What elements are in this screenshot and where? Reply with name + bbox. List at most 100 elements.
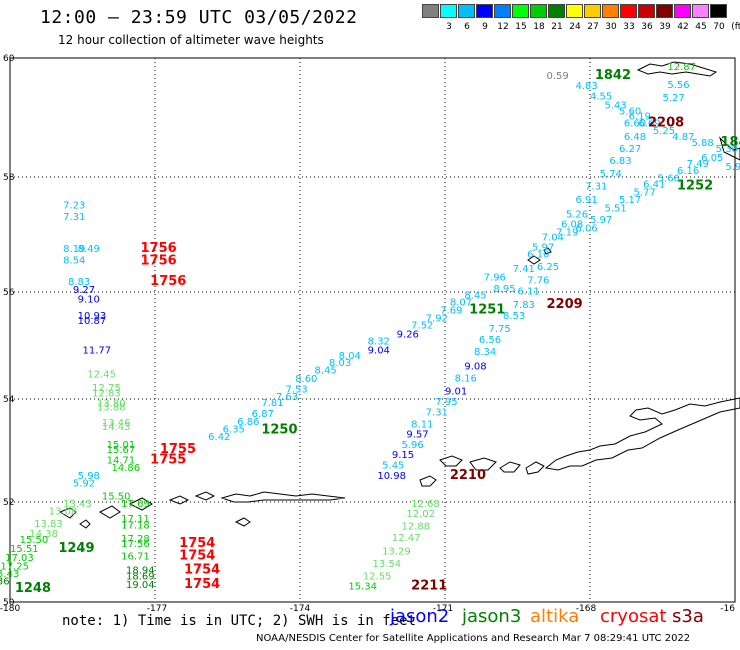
wave-height-label: 4.83 xyxy=(576,81,598,92)
wave-height-label: 9.27 xyxy=(73,285,95,296)
wave-height-label: 13.88 xyxy=(97,402,126,413)
lon-tick-label: -177 xyxy=(147,604,167,614)
wave-height-label: 17.28 xyxy=(121,534,150,545)
wave-height-label: 7.95 xyxy=(435,397,457,408)
legend-swatch xyxy=(674,4,691,18)
island-pribilof-2 xyxy=(543,247,552,255)
satellite-name-altika: altika xyxy=(530,606,580,627)
wave-height-label: 15.01 xyxy=(107,440,136,451)
wave-height-label: 9.26 xyxy=(397,329,419,340)
pass-time-label: 1252 xyxy=(677,179,713,194)
wave-height-label: 9.01 xyxy=(445,387,467,398)
credit-line: NOAA/NESDIS Center for Satellite Applica… xyxy=(256,633,691,644)
legend-label: 6 xyxy=(464,22,470,32)
legend-label: 36 xyxy=(641,22,653,32)
wave-height-label: 7.31 xyxy=(585,182,607,193)
wave-height-label: 14.43 xyxy=(102,422,131,433)
wave-height-label: 9.15 xyxy=(392,450,414,461)
wave-height-label: 8.04 xyxy=(339,351,361,362)
wave-height-label: 14.71 xyxy=(107,455,136,466)
wave-height-label: 13.43 xyxy=(63,499,92,510)
wave-height-label: 5.45 xyxy=(382,461,404,472)
pass-time-label: 1756 xyxy=(141,241,177,256)
pass-time-label: 1754 xyxy=(179,549,215,564)
wave-height-label: 8.45 xyxy=(315,365,337,376)
wave-height-label: 7.69 xyxy=(440,305,462,316)
wave-height-label: 17.56 xyxy=(121,539,150,550)
wave-height-label: 4.87 xyxy=(672,132,694,143)
wave-height-label: 13.08 xyxy=(49,507,78,518)
wave-height-label: 7.96 xyxy=(484,273,506,284)
island-west-7 xyxy=(234,517,251,527)
wave-height-label: 6.41 xyxy=(643,179,665,190)
wave-height-label: 8.54 xyxy=(63,255,85,266)
legend-swatch xyxy=(638,4,655,18)
satellite-name-jason3: jason3 xyxy=(462,606,522,627)
wave-height-label: 17.18 xyxy=(121,521,150,532)
wave-height-label: 8.53 xyxy=(503,311,525,322)
wave-height-label: 12.45 xyxy=(87,370,116,381)
wave-height-label: 6.69 xyxy=(638,118,660,129)
lat-tick-label: 52 xyxy=(3,498,14,508)
wave-height-label: 8.60 xyxy=(295,374,317,385)
wave-height-label: 17.69 xyxy=(121,499,150,510)
wave-height-label: 7.53 xyxy=(286,385,308,396)
pass-time-label: 1755 xyxy=(150,452,186,467)
wave-height-label: 5.26 xyxy=(566,209,588,220)
wave-height-label: 6.60 xyxy=(624,118,646,129)
lat-tick-label: 60 xyxy=(3,54,15,64)
wave-height-label: 5.77 xyxy=(634,187,656,198)
legend-label: 12 xyxy=(497,22,509,32)
pass-time-label: 1754 xyxy=(184,577,220,592)
wave-height-label: 6.42 xyxy=(208,432,230,443)
wave-height-label: 6.56 xyxy=(479,335,501,346)
island-west-6 xyxy=(79,519,91,529)
wave-height-label: 7.19 xyxy=(556,228,578,239)
wave-height-label: 6.27 xyxy=(619,144,641,155)
wave-height-label: 8.83 xyxy=(68,277,90,288)
wave-height-label: 5.97 xyxy=(590,215,612,226)
wave-height-label: 5.9 xyxy=(725,162,740,173)
legend-label: 15 xyxy=(515,22,527,32)
wave-height-label: 7.81 xyxy=(261,398,283,409)
wave-height-label: 5.98 xyxy=(78,471,100,482)
wave-height-label: 18.69 xyxy=(126,572,155,583)
wave-height-label: 7.83 xyxy=(513,300,535,311)
wave-height-label: 6.25 xyxy=(537,262,559,273)
legend-swatch xyxy=(422,4,439,18)
wave-height-label: 13.29 xyxy=(382,547,411,558)
wave-height-label: 10.98 xyxy=(377,471,406,482)
legend-label: 3 xyxy=(446,22,452,32)
island-east-5 xyxy=(419,475,437,487)
wave-height-label: 8.45 xyxy=(464,290,486,301)
legend-swatch xyxy=(584,4,601,18)
wave-height-label: 8.03 xyxy=(329,358,351,369)
legend-label: 24 xyxy=(569,22,581,32)
wave-height-label: 5.56 xyxy=(667,80,689,91)
wave-height-label: 7.92 xyxy=(426,313,448,324)
wave-height-label: 12.87 xyxy=(667,62,696,73)
island-east-3 xyxy=(469,457,497,471)
wave-height-label: 5.97 xyxy=(532,243,554,254)
wave-height-label: 5.74 xyxy=(600,169,622,180)
wave-height-label: 18.94 xyxy=(126,566,155,577)
wave-height-label: 9.04 xyxy=(368,346,390,357)
legend-swatch xyxy=(512,4,529,18)
wave-height-label: 7.04 xyxy=(542,232,564,243)
wave-height-label: 6.11 xyxy=(518,287,540,298)
legend-swatch xyxy=(530,4,547,18)
wave-height-label: 5.60 xyxy=(619,107,641,118)
wave-height-label: 4.55 xyxy=(590,92,612,103)
wave-height-label: 13.83 xyxy=(34,519,63,530)
legend-label: 21 xyxy=(551,22,563,32)
lat-lon-grid: -180 -177 -174 -171 -168 -16 60 58 56 54 52 50 xyxy=(0,54,736,614)
wave-height-label: 6.19 xyxy=(629,111,651,122)
wave-height-label: 17.25 xyxy=(0,562,29,573)
lon-tick-label: -16 xyxy=(720,604,735,614)
island-east-2 xyxy=(499,461,521,473)
wave-height-label: 7.63 xyxy=(276,392,298,403)
wave-height-label: 10.93 xyxy=(78,311,107,322)
alaska-coast-east xyxy=(718,136,740,161)
legend-label: 9 xyxy=(482,22,488,32)
